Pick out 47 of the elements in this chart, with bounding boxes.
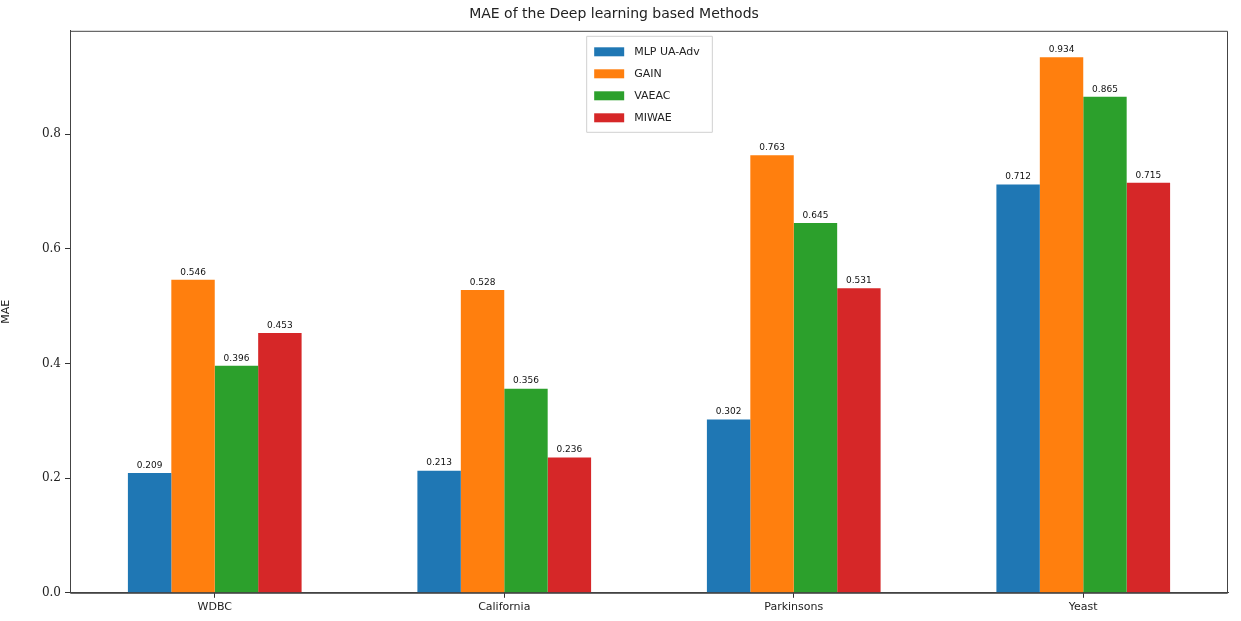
x-tick-label: Yeast (1067, 600, 1099, 614)
x-tick-label: Parkinsons (764, 600, 824, 614)
bar (1083, 96, 1127, 593)
y-tick-label: 0.2 (41, 470, 61, 485)
y-tick-label: 0.4 (41, 355, 62, 370)
bar (171, 279, 215, 593)
legend-label: MLP UA-Adv (634, 44, 701, 58)
data-label: 0.712 (1005, 171, 1031, 182)
legend-label: MIWAE (634, 110, 672, 124)
data-label: 0.531 (846, 275, 872, 286)
data-label: 0.236 (556, 444, 583, 455)
data-label: 0.528 (469, 276, 496, 287)
legend-label: VAEAC (634, 88, 671, 102)
bar (460, 290, 505, 593)
bar (417, 470, 461, 593)
bar (214, 365, 259, 593)
y-axis-title: MAE (0, 299, 13, 324)
bar (547, 457, 592, 593)
bar (1126, 182, 1171, 593)
data-label: 0.213 (426, 457, 452, 468)
data-label: 0.356 (513, 375, 540, 386)
data-label: 0.302 (715, 406, 742, 417)
bar (750, 155, 794, 593)
data-label: 0.396 (223, 352, 250, 363)
bar (996, 184, 1040, 593)
bar (127, 472, 172, 593)
bar (1039, 57, 1084, 593)
data-label: 0.715 (1135, 169, 1162, 180)
data-label: 0.934 (1048, 44, 1075, 55)
y-tick-label: 0.8 (41, 126, 61, 141)
x-tick-label: WDBC (197, 600, 233, 614)
bar (837, 288, 881, 593)
bar (793, 222, 838, 593)
data-label: 0.865 (1092, 83, 1118, 94)
legend-label: GAIN (634, 66, 662, 80)
chart-title: MAE of the Deep learning based Methods (469, 5, 759, 22)
bar (504, 388, 548, 593)
data-label: 0.209 (136, 459, 163, 470)
bar (258, 333, 302, 593)
data-label: 0.645 (802, 209, 829, 220)
data-label: 0.453 (267, 319, 293, 330)
data-label: 0.546 (180, 266, 207, 277)
bar (706, 419, 751, 593)
data-label: 0.763 (759, 142, 785, 153)
x-tick-label: California (478, 600, 531, 614)
y-tick-label: 0.6 (41, 240, 61, 255)
y-tick-label: 0.0 (41, 584, 61, 599)
